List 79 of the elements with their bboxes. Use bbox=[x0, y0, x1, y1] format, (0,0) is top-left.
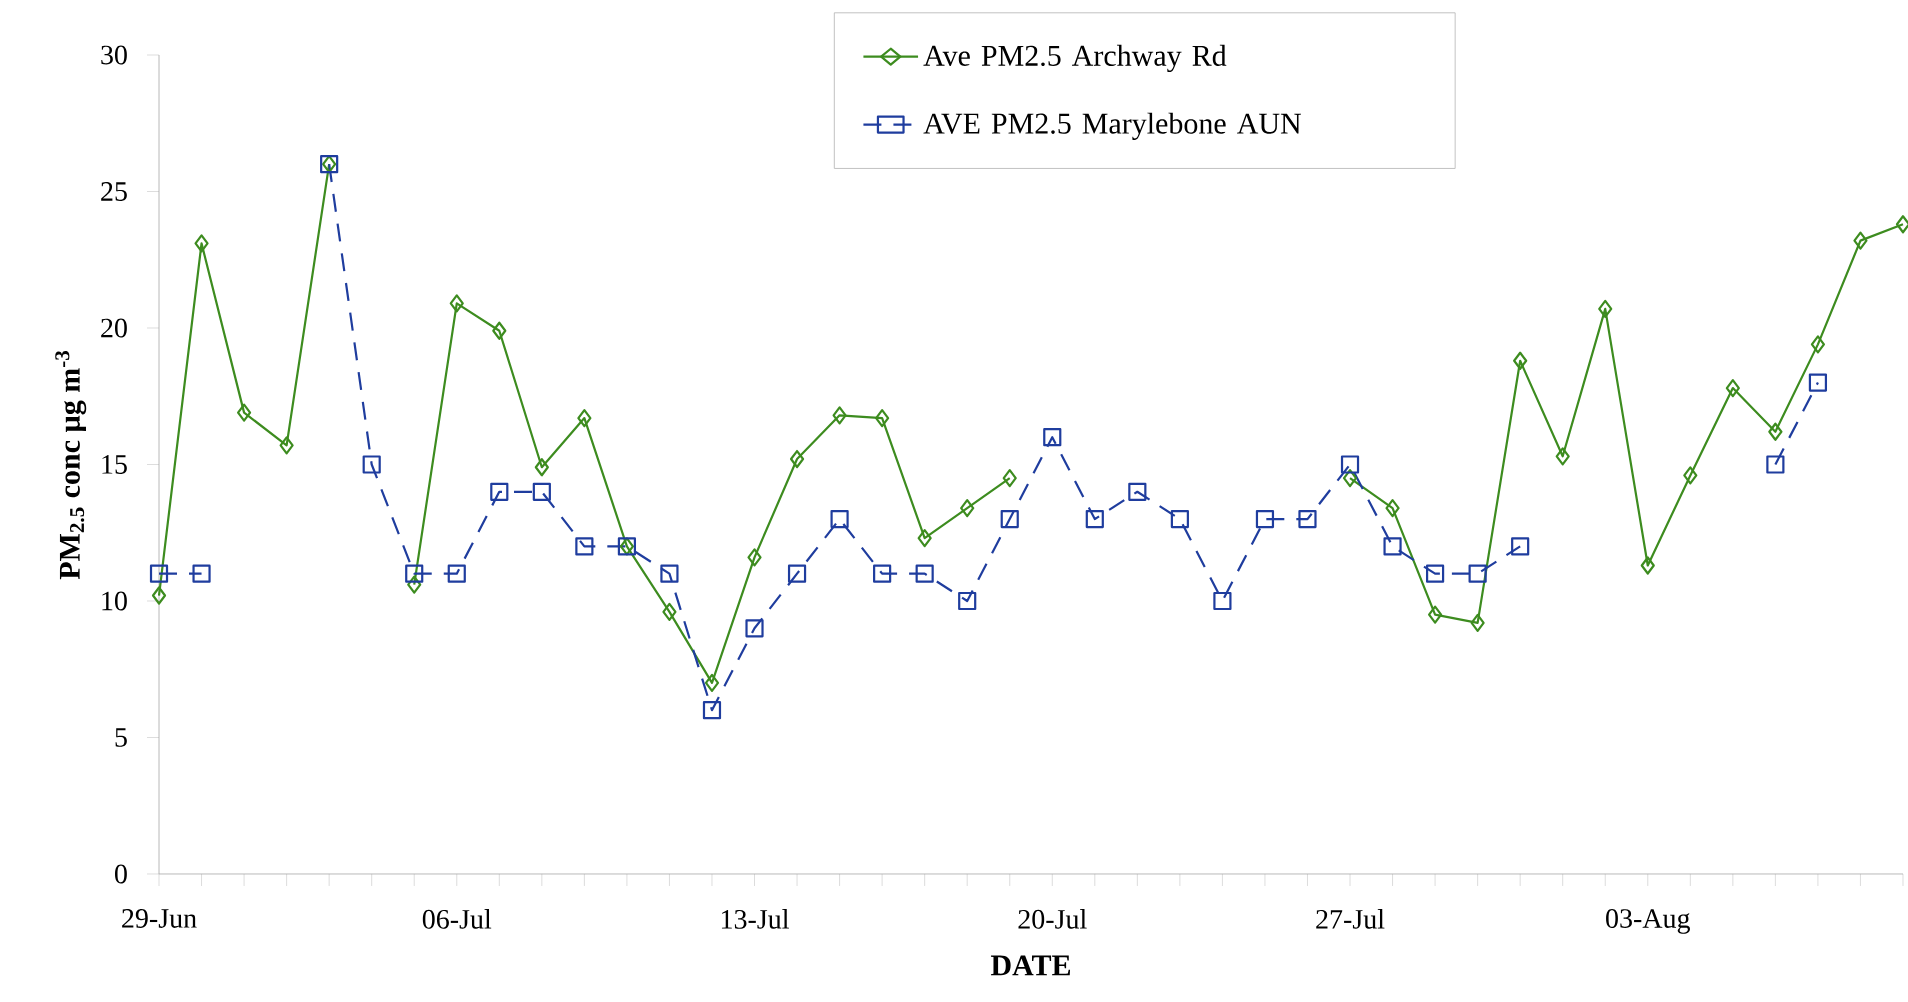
x-axis-title: DATE bbox=[990, 955, 1071, 976]
point bbox=[660, 564, 679, 583]
y-tick-label: 20 bbox=[101, 318, 127, 338]
point bbox=[1085, 510, 1104, 529]
y-tick-label: 10 bbox=[102, 591, 127, 611]
point bbox=[1766, 455, 1785, 474]
point bbox=[875, 408, 890, 428]
point bbox=[1383, 537, 1402, 556]
point bbox=[1640, 556, 1655, 575]
point bbox=[1000, 510, 1019, 529]
point bbox=[873, 564, 892, 583]
point bbox=[704, 673, 720, 692]
point bbox=[192, 564, 211, 583]
point bbox=[1425, 564, 1445, 583]
point bbox=[1768, 422, 1783, 441]
point bbox=[236, 403, 252, 422]
point bbox=[575, 537, 594, 556]
point bbox=[1470, 613, 1485, 632]
point bbox=[917, 529, 932, 548]
point bbox=[449, 294, 464, 313]
point bbox=[789, 449, 805, 469]
point bbox=[960, 499, 975, 518]
x-tick-label: 27-Jul bbox=[1316, 909, 1385, 929]
point bbox=[1808, 373, 1828, 392]
point bbox=[958, 591, 977, 611]
point bbox=[532, 482, 551, 501]
point bbox=[279, 436, 294, 455]
x-tick-label: 06-Jul bbox=[422, 909, 492, 929]
point bbox=[1255, 510, 1275, 529]
point bbox=[702, 701, 722, 720]
point bbox=[492, 321, 507, 340]
point bbox=[151, 586, 167, 605]
y-axis-title: PM$_{2.5}$ conc µg m$^{-3}$ bbox=[55, 350, 87, 580]
y-tick-label: 25 bbox=[101, 182, 127, 201]
point bbox=[149, 564, 169, 583]
point bbox=[1810, 335, 1826, 354]
point bbox=[662, 602, 677, 622]
point bbox=[1342, 469, 1358, 488]
point bbox=[194, 234, 209, 253]
point bbox=[362, 455, 381, 474]
point bbox=[1128, 482, 1147, 501]
point bbox=[1385, 499, 1400, 518]
point bbox=[832, 406, 847, 425]
point bbox=[1513, 351, 1528, 370]
y-tick-label: 30 bbox=[101, 45, 127, 65]
point bbox=[407, 575, 422, 594]
x-tick-label: 03-Aug bbox=[1606, 909, 1690, 934]
point bbox=[1298, 510, 1317, 529]
point bbox=[1002, 469, 1017, 488]
y-tick-label: 0 bbox=[115, 864, 127, 884]
point bbox=[1043, 428, 1062, 447]
point bbox=[1725, 378, 1740, 398]
point bbox=[915, 564, 934, 583]
x-tick-label: 29-Jun bbox=[122, 909, 197, 928]
point bbox=[1598, 299, 1613, 318]
point bbox=[1511, 537, 1530, 556]
point bbox=[747, 548, 762, 567]
point bbox=[1555, 447, 1570, 466]
point bbox=[787, 564, 807, 583]
point bbox=[1853, 231, 1868, 250]
point bbox=[830, 510, 849, 529]
point bbox=[745, 619, 764, 638]
legend-label: Ave PM2.5 Archway Rd bbox=[923, 44, 1227, 73]
x-tick-label: 13-Jul bbox=[721, 909, 789, 929]
legend-label: AVE PM2.5 Marylebone AUN bbox=[923, 112, 1301, 140]
point bbox=[1468, 564, 1487, 583]
y-tick-label: 5 bbox=[115, 728, 127, 747]
point bbox=[1427, 605, 1443, 624]
point bbox=[577, 408, 592, 428]
point bbox=[1683, 466, 1698, 485]
point bbox=[534, 458, 549, 477]
y-tick-label: 15 bbox=[102, 455, 127, 474]
point bbox=[1213, 591, 1232, 611]
point bbox=[447, 564, 466, 583]
point bbox=[405, 564, 424, 583]
x-tick-label: 20-Jul bbox=[1018, 909, 1087, 929]
point bbox=[1170, 510, 1189, 529]
point bbox=[1340, 455, 1360, 474]
point bbox=[490, 482, 509, 501]
